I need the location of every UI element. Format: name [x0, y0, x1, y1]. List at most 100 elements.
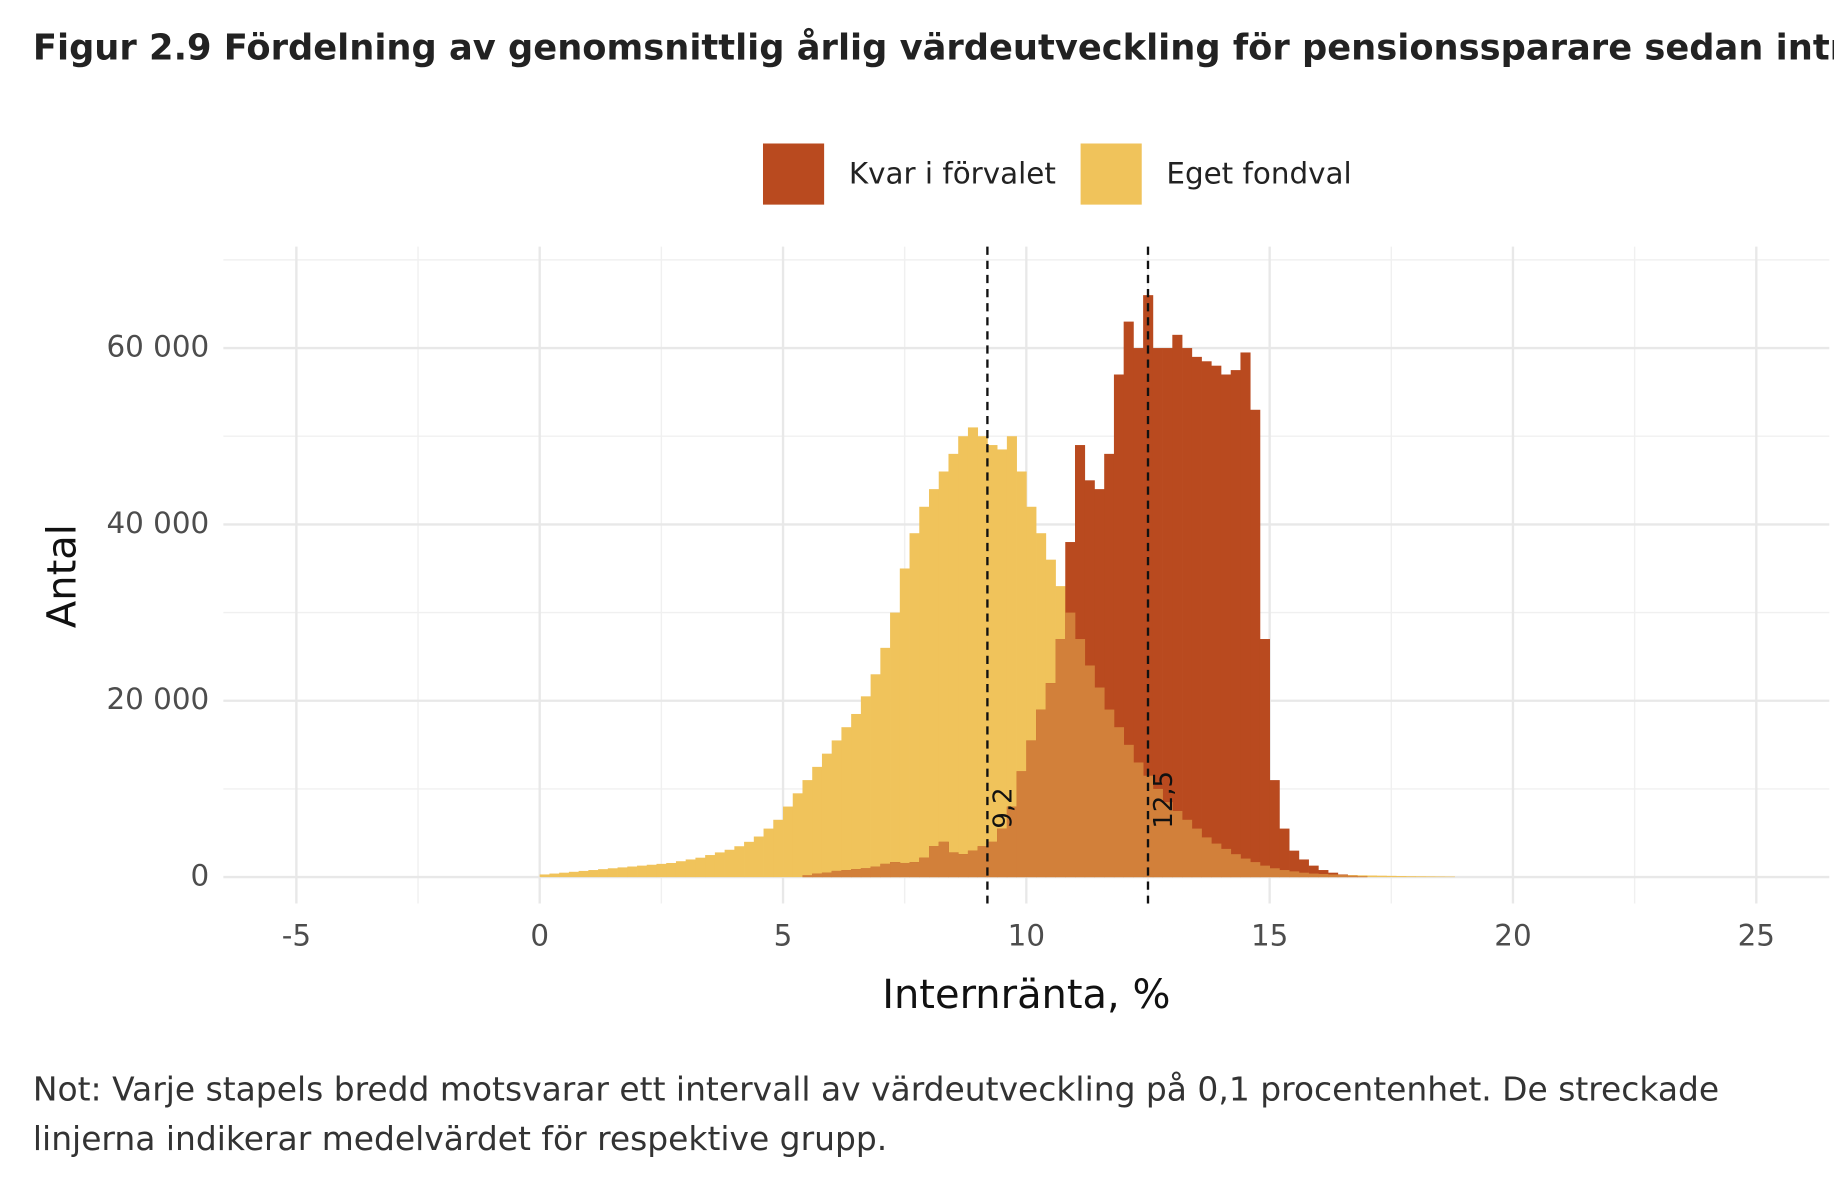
overlap-bar [1298, 872, 1309, 878]
bar [997, 449, 1008, 878]
bar [637, 865, 648, 878]
bar [1279, 828, 1290, 878]
overlap-bar [1104, 709, 1115, 878]
overlap-bar [1259, 865, 1271, 878]
bar [1201, 361, 1212, 878]
overlap-bar [1201, 837, 1212, 878]
bar [1220, 374, 1232, 878]
bar [763, 828, 774, 878]
overlap-bar [1279, 870, 1290, 878]
bar [656, 863, 667, 878]
bar [1182, 348, 1193, 878]
bar [617, 867, 628, 878]
bar [627, 866, 638, 878]
bar [1162, 348, 1173, 878]
overlap-bar [1347, 875, 1358, 878]
bar [841, 727, 852, 878]
bar [1444, 876, 1455, 878]
bar [1318, 870, 1329, 878]
bar [919, 506, 930, 878]
overlap-bar [938, 841, 949, 878]
mean-label: 9,2 [988, 787, 1018, 828]
x-tick-label: 15 [1251, 919, 1288, 953]
bar [1396, 876, 1407, 878]
bar [1250, 409, 1261, 878]
overlap-bar [1172, 810, 1183, 878]
note: linjerna indikerar medelvärdet för respe… [33, 1119, 887, 1158]
bar [753, 836, 764, 878]
bar [1036, 533, 1047, 878]
bar [1152, 348, 1163, 878]
y-axis-title: Antal [40, 524, 86, 628]
mean-label: 12,5 [1149, 771, 1179, 829]
overlap-bar [812, 873, 823, 878]
y-tick-label: 60 000 [106, 330, 209, 364]
bar [938, 471, 949, 878]
overlap-bar [870, 866, 881, 878]
bar [1298, 859, 1309, 878]
bar [705, 855, 716, 878]
bar [890, 612, 901, 878]
bar [549, 873, 560, 878]
overlap-bar [977, 846, 988, 878]
x-tick-label: 0 [530, 919, 549, 953]
overlap-bar [1045, 683, 1056, 878]
overlap-bar [1269, 868, 1280, 878]
x-tick-label: 5 [774, 919, 793, 953]
overlap-bar [831, 870, 842, 878]
bar [802, 780, 813, 878]
bar [1191, 356, 1202, 878]
y-tick-label: 20 000 [106, 682, 209, 716]
overlap-bar [1094, 687, 1105, 878]
bar [1308, 865, 1319, 878]
x-axis-title: Internränta, % [882, 972, 1170, 1018]
overlap-bar [1074, 639, 1086, 878]
overlap-bar [821, 872, 833, 878]
bar [744, 841, 755, 878]
overlap-bar [958, 854, 969, 878]
x-tick-label: -5 [282, 919, 311, 953]
legend-swatch [1080, 143, 1142, 205]
bar [792, 793, 803, 878]
bar [773, 819, 784, 878]
bar [1435, 876, 1446, 878]
bar [1269, 780, 1280, 878]
overlap-bar [1152, 788, 1163, 878]
bar [1386, 875, 1397, 878]
bar [646, 864, 657, 878]
overlap-bar [1162, 802, 1173, 878]
legend-label: Eget fondval [1166, 157, 1351, 191]
bar [783, 806, 794, 878]
overlap-bar [851, 869, 862, 878]
overlap-bar [1230, 854, 1241, 878]
bar [695, 857, 706, 878]
bar [1104, 453, 1115, 878]
bar [607, 868, 618, 878]
bar [831, 740, 842, 878]
overlap-bar [841, 870, 852, 878]
overlap-bar [1318, 874, 1329, 878]
overlap-bar [919, 857, 930, 878]
overlap-bar [948, 852, 959, 878]
bar [539, 874, 550, 878]
bar [1425, 876, 1436, 878]
bar [1113, 374, 1125, 878]
bar [568, 871, 579, 878]
bar [1172, 334, 1183, 878]
overlap-bar [1055, 639, 1066, 878]
overlap-bar [997, 828, 1008, 878]
y-tick-label: 0 [191, 859, 210, 893]
bar [899, 568, 910, 878]
overlap-bar [1211, 843, 1222, 878]
overlap-bar [1084, 665, 1095, 878]
bar [1133, 348, 1144, 878]
bar [812, 766, 823, 878]
bar [987, 445, 998, 878]
overlap-bar [1182, 819, 1193, 878]
note: Not: Varje stapels bredd motsvarar ett i… [33, 1070, 1719, 1109]
bar [1376, 875, 1387, 878]
bar [1230, 370, 1241, 878]
overlap-bar [1006, 806, 1017, 878]
